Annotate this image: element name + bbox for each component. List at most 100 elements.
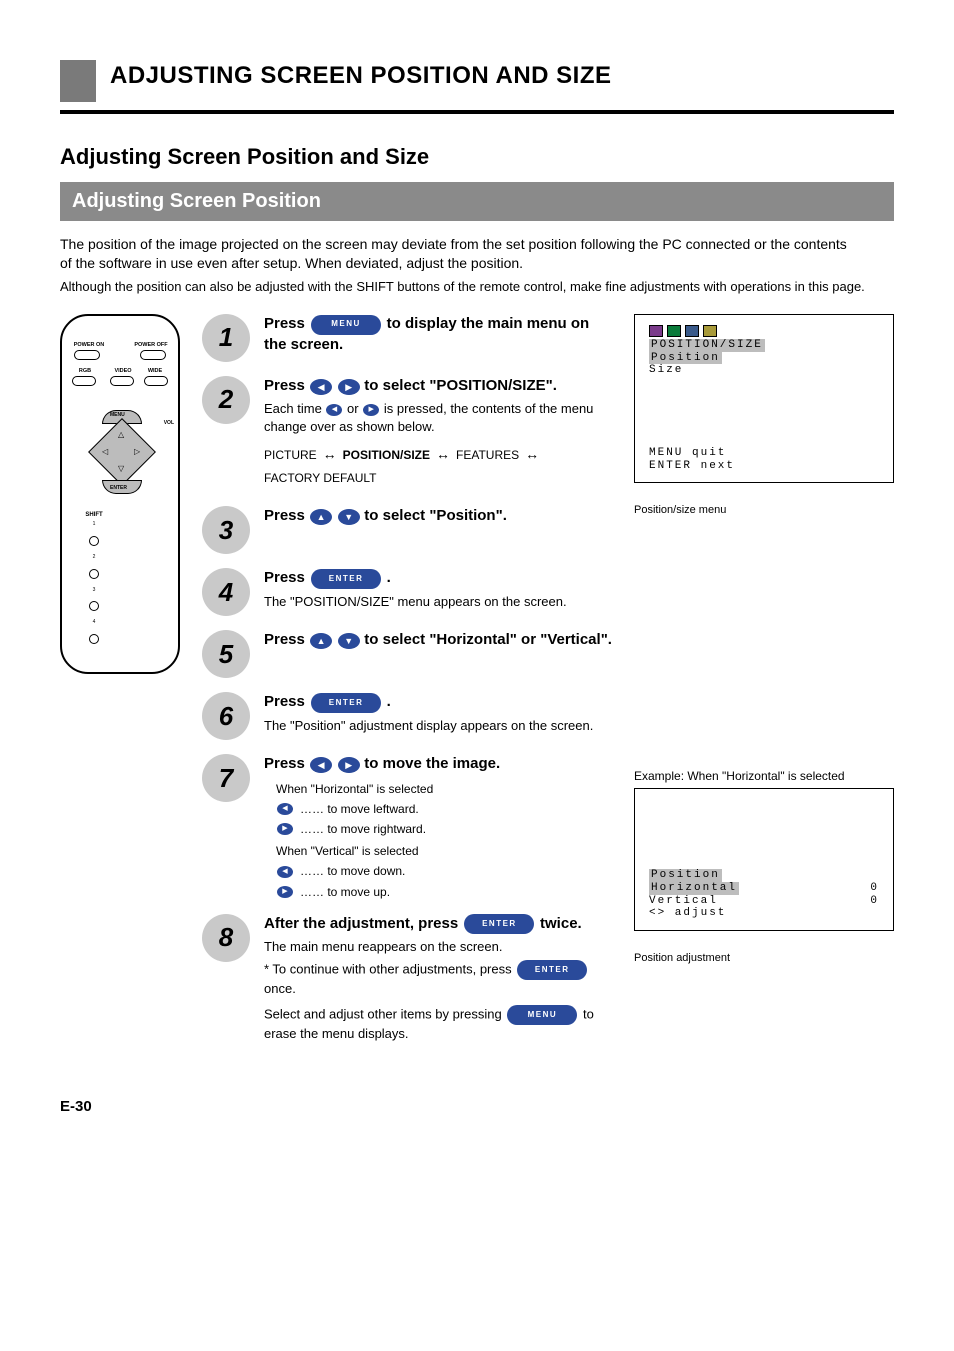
menu-button[interactable]: MENU [311, 315, 381, 335]
flow-features: FEATURES [456, 447, 519, 463]
remote-shift-dot-4 [89, 634, 99, 644]
section-band: Adjusting Screen Position [60, 182, 894, 221]
sub-title: Adjusting Screen Position and Size [60, 142, 894, 172]
step2-head-b: to select "POSITION/SIZE". [364, 377, 557, 394]
step-3: 3 Press ▲ ▼ to select "Position". [202, 506, 612, 554]
step-7: 7 Press ◀ ▶ to move the image. When "Hor… [202, 754, 612, 899]
step4-body: The "POSITION/SIZE" menu appears on the … [264, 593, 612, 611]
step-4: 4 Press ENTER . The "POSITION/SIZE" menu… [202, 568, 612, 616]
step6-head-a: Press [264, 693, 309, 710]
step5-head-b: to select "Horizontal" or "Vertical". [364, 631, 612, 648]
step6-body: The "Position" adjustment display appear… [264, 717, 612, 735]
flow-arrow-3: ↔ [525, 445, 539, 464]
right-button-7b[interactable]: ▶ [277, 886, 293, 898]
right-button-7a[interactable]: ▶ [277, 823, 293, 835]
left-button-7[interactable]: ◀ [310, 757, 332, 773]
page-number: E-30 [60, 1097, 894, 1117]
screen2-r2b: 0 [870, 895, 879, 908]
step8-extra-pre: * To continue with other adjustments, pr… [264, 961, 515, 976]
step-num-3: 3 [202, 506, 250, 554]
step8-head-a: After the adjustment, press [264, 915, 462, 932]
step-1: 1 Press MENU to display the main menu on… [202, 314, 612, 362]
enter-button-8[interactable]: ENTER [464, 914, 534, 934]
left-button-7a[interactable]: ◀ [277, 803, 293, 815]
step4-head-b: . [387, 569, 391, 586]
remote-arrow-down: ▽ [118, 464, 124, 475]
osd-icon-1 [649, 325, 663, 337]
remote-btn-rgb [72, 376, 96, 386]
osd-icon-4 [703, 325, 717, 337]
left-button[interactable]: ◀ [310, 379, 332, 395]
enter-button-8b[interactable]: ENTER [517, 960, 587, 980]
right-button[interactable]: ▶ [338, 379, 360, 395]
remote-btn-video [110, 376, 134, 386]
step8-body: The main menu reappears on the screen. [264, 938, 612, 956]
flow-picture: PICTURE [264, 447, 317, 463]
remote-shift-dot-2 [89, 569, 99, 579]
remote-enter-label: ENTER [110, 485, 127, 492]
flow-arrow-2: ↔ [436, 445, 450, 464]
step2-body-mid: or [347, 401, 362, 416]
left-button-sm[interactable]: ◀ [326, 404, 342, 416]
enter-button[interactable]: ENTER [311, 569, 381, 589]
screen1-foot1: MENU quit [649, 447, 879, 460]
step3-head-b: to select "Position". [364, 507, 507, 524]
remote-illustration: POWER ON POWER OFF RGB VIDEO WIDE MENU △… [60, 314, 180, 674]
step6-head-b: . [387, 693, 391, 710]
screen2-r1a: Horizontal [649, 882, 739, 895]
remote-arrow-right: ▷ [134, 447, 140, 458]
screen1-row2: Size [649, 364, 879, 377]
remote-shift-num-1: 1 [80, 521, 108, 528]
step2-head-a: Press [264, 377, 309, 394]
intro-paragraph: The position of the image projected on t… [60, 235, 860, 273]
step7-sub2-a: …… to move down. [300, 863, 405, 879]
step3-head-a: Press [264, 507, 309, 524]
down-button[interactable]: ▼ [338, 509, 360, 525]
step-2: 2 Press ◀ ▶ to select "POSITION/SIZE". E… [202, 376, 612, 492]
enter-button-6[interactable]: ENTER [311, 693, 381, 713]
flow-factory: FACTORY DEFAULT [264, 470, 376, 486]
step-5: 5 Press ▲ ▼ to select "Horizontal" or "V… [202, 630, 612, 678]
screen1-row1: Position [649, 352, 722, 365]
remote-label-rgb: RGB [72, 368, 98, 375]
step1-head-a: Press [264, 315, 309, 332]
step2-body-pre: Each time [264, 401, 325, 416]
step-6: 6 Press ENTER . The "Position" adjustmen… [202, 692, 612, 740]
remote-shift-num-4: 4 [80, 619, 108, 626]
step8-end-pre: Select and adjust other items by pressin… [264, 1007, 505, 1022]
osd-icon-3 [685, 325, 699, 337]
remote-center-diamond [88, 418, 156, 486]
remote-btn-poweroff [140, 350, 166, 360]
note-paragraph: Although the position can also be adjust… [60, 278, 894, 296]
remote-btn-poweron [74, 350, 100, 360]
step7-head-a: Press [264, 755, 309, 772]
up-button[interactable]: ▲ [310, 509, 332, 525]
screen1-title: POSITION/SIZE [649, 339, 765, 352]
screen1-foot2: ENTER next [649, 460, 879, 473]
remote-shift-dot-3 [89, 601, 99, 611]
step8-head-b: twice. [540, 915, 582, 932]
down-button-5[interactable]: ▼ [338, 633, 360, 649]
remote-shift-column: SHIFT 1 2 3 4 [80, 521, 108, 652]
step-num-8: 8 [202, 914, 250, 962]
screen2-r1b: 0 [870, 882, 879, 895]
left-button-7b[interactable]: ◀ [277, 866, 293, 878]
remote-shift-num-3: 3 [80, 587, 108, 594]
step7-sub2-pre: When "Vertical" is selected [276, 843, 612, 859]
remote-shift-dot-1 [89, 536, 99, 546]
header-rule [60, 110, 894, 114]
right-button-sm[interactable]: ▶ [363, 404, 379, 416]
screen2-r2a: Vertical [649, 895, 718, 908]
step7-head-b: to move the image. [364, 755, 500, 772]
menu-flow: PICTURE ↔ POSITION/SIZE ↔ FEATURES ↔ FAC… [264, 445, 612, 486]
screen2-r3: <> adjust [649, 907, 879, 920]
step7-sub2-b: …… to move up. [300, 884, 390, 900]
remote-shift-label: SHIFT [80, 511, 108, 519]
right-button-7[interactable]: ▶ [338, 757, 360, 773]
up-button-5[interactable]: ▲ [310, 633, 332, 649]
step-num-1: 1 [202, 314, 250, 362]
step-8: 8 After the adjustment, press ENTER twic… [202, 914, 612, 1043]
step7-sub1-b: …… to move rightward. [300, 821, 426, 837]
menu-button-8[interactable]: MENU [507, 1005, 577, 1025]
screen2-lead: Example: When "Horizontal" is selected [634, 768, 894, 784]
